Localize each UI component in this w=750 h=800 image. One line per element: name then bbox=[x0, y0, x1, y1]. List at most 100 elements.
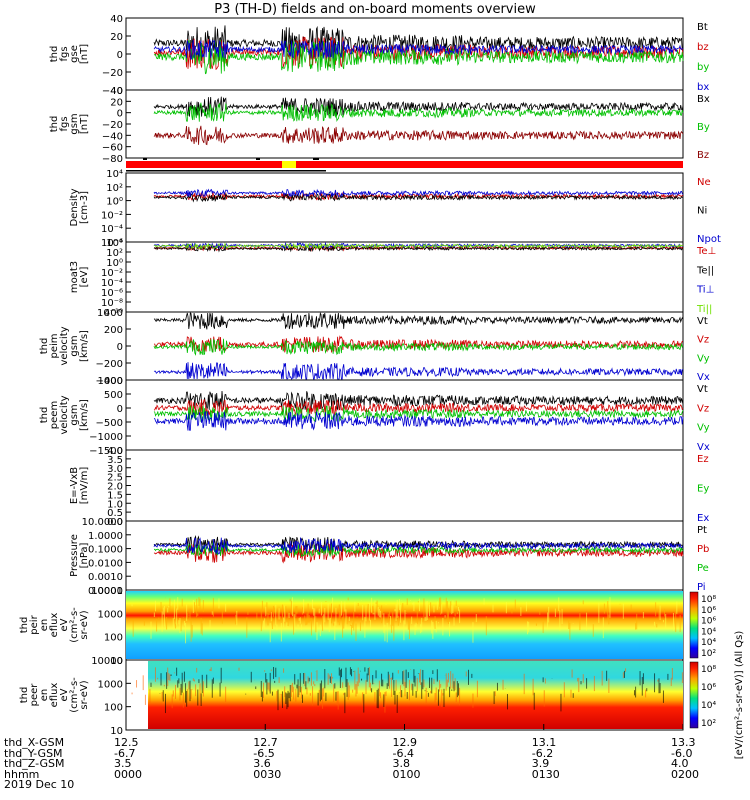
x-tick-label: 12.7 bbox=[253, 736, 278, 749]
y-tick-label: −80 bbox=[102, 154, 123, 165]
legend-item: Ne bbox=[697, 177, 711, 188]
svg-text:[nT]: [nT] bbox=[79, 114, 90, 134]
tick-row-label: thd_Y-GSM bbox=[4, 746, 63, 760]
x-tick-label: 3.8 bbox=[392, 757, 411, 770]
y-axis-label: thd peem velocity gsm [km/s] bbox=[39, 395, 90, 434]
y-tick-label: 0.0100 bbox=[88, 558, 123, 569]
series-line-Vt bbox=[153, 390, 684, 411]
legend-item: Ex bbox=[697, 513, 709, 524]
y-tick-label: 2.5 bbox=[107, 473, 123, 484]
svg-text:[km/s]: [km/s] bbox=[79, 330, 90, 362]
svg-text:gsm: gsm bbox=[69, 404, 80, 425]
legend-item: Pt bbox=[697, 525, 707, 536]
y-tick-label: 10⁻⁸ bbox=[101, 298, 123, 309]
svg-text:sr-eV): sr-eV) bbox=[79, 610, 90, 639]
legend-item: Vz bbox=[697, 335, 709, 346]
y-tick-label: 100 bbox=[104, 703, 123, 714]
y-tick-label: 10.0000 bbox=[82, 517, 123, 528]
series-line-Vy bbox=[153, 405, 684, 423]
y-axis-label: E=-VxB [mV/m] bbox=[69, 467, 90, 505]
x-tick-label: 0000 bbox=[114, 767, 142, 781]
x-tick-label: 0030 bbox=[253, 767, 282, 781]
series-line-Vz bbox=[153, 335, 684, 354]
svg-text:[nPa]: [nPa] bbox=[79, 542, 90, 568]
y-tick-label: 10⁻⁶ bbox=[101, 238, 123, 249]
svg-text:(cm²-s-: (cm²-s- bbox=[69, 677, 80, 713]
y-axis-label: thd fgs gse [nT] bbox=[49, 44, 90, 64]
svg-text:velocity: velocity bbox=[59, 326, 70, 365]
x-tick-label: 0100 bbox=[392, 767, 421, 781]
x-tick-label: -6.2 bbox=[531, 746, 554, 760]
svg-text:[km/s]: [km/s] bbox=[79, 399, 90, 431]
colorbar-tick: 10⁶ bbox=[701, 683, 716, 693]
svg-text:peem: peem bbox=[49, 401, 60, 429]
svg-text:[cm-3]: [cm-3] bbox=[79, 191, 90, 224]
svg-text:peer: peer bbox=[29, 683, 40, 707]
y-tick-label: −1500 bbox=[89, 446, 123, 457]
x-tick-label: 12.9 bbox=[392, 736, 418, 749]
y-tick-label: −400 bbox=[96, 376, 123, 387]
y-tick-label: 0.0010 bbox=[88, 572, 123, 583]
series-line-Vt bbox=[153, 312, 684, 330]
legend-item: Ti|| bbox=[696, 304, 712, 315]
svg-text:en: en bbox=[39, 689, 50, 702]
legend-item: Bt bbox=[697, 22, 708, 33]
y-tick-label: 4.0 bbox=[107, 446, 123, 457]
colorbar bbox=[689, 661, 699, 729]
svg-text:[eV]: [eV] bbox=[79, 267, 90, 288]
tick-row: thd_X-GSM bbox=[4, 736, 65, 749]
tick-row: thd_Y-GSM bbox=[4, 746, 63, 760]
x-tick-label: -6.5 bbox=[253, 746, 275, 760]
colorbar-tick: 10⁸ bbox=[701, 595, 716, 605]
legend-item: Vx bbox=[697, 372, 710, 383]
legend-item: Npot bbox=[697, 234, 721, 245]
date-label: 2019 Dec 10 bbox=[4, 778, 75, 791]
tick-row-label: thd_Z-GSM bbox=[4, 757, 65, 770]
legend-item: Vy bbox=[697, 353, 710, 364]
y-tick-label: 10⁻¹⁰ bbox=[97, 308, 123, 319]
svg-text:sr-eV): sr-eV) bbox=[79, 680, 90, 709]
y-tick-label: 20 bbox=[110, 97, 123, 108]
svg-text:gse: gse bbox=[69, 45, 80, 63]
y-tick-label: 100 bbox=[104, 633, 123, 644]
y-tick-label: 1000 bbox=[98, 679, 123, 690]
y-tick-label: 500 bbox=[104, 390, 123, 401]
y-tick-label: −20 bbox=[102, 120, 123, 131]
colorbar-tick: 10⁸ bbox=[701, 665, 716, 675]
series-line-Ti|| bbox=[153, 242, 684, 250]
svg-text:gsm: gsm bbox=[69, 335, 80, 356]
legend-item: Vt bbox=[697, 316, 708, 327]
y-tick-label: 10⁰ bbox=[106, 197, 123, 208]
legend-item: bx bbox=[697, 82, 709, 93]
y-tick-label: 10⁴ bbox=[106, 169, 123, 180]
panel-4: 400 200 0 −200 −400 thd peim velocity gsm [km/s] V… bbox=[39, 308, 710, 387]
y-axis-label: thd peer en eflux eV (cm²-s-sr-eV) bbox=[19, 677, 90, 713]
y-axis-label: Pressure [nPa] bbox=[69, 534, 90, 577]
svg-text:fgs: fgs bbox=[59, 46, 70, 61]
colorbar bbox=[689, 591, 699, 659]
legend-item: By bbox=[697, 122, 710, 133]
panel-6: 4.03.53.02.52.01.51.00.50.0E=-VxB [mV/m]E… bbox=[69, 446, 709, 528]
colorbar-tick: 10⁴ bbox=[701, 638, 716, 648]
svg-text:peir: peir bbox=[29, 614, 40, 634]
y-tick-label: 0 bbox=[117, 342, 123, 353]
tick-row-label: hhmm bbox=[4, 767, 40, 781]
legend-item: Ez bbox=[697, 454, 709, 465]
legend-item: Pb bbox=[697, 544, 709, 555]
mode-flag-bar bbox=[126, 161, 683, 168]
series-line-Bt bbox=[153, 25, 684, 62]
svg-text:thd: thd bbox=[39, 407, 50, 424]
legend-item: Vx bbox=[697, 442, 710, 453]
svg-text:en: en bbox=[39, 619, 50, 632]
x-tick-label: 0130 bbox=[531, 767, 560, 781]
panel-7: 10.0000 1.0000 0.1000 0.0100 0.0010 0.0001 Pre… bbox=[69, 517, 709, 597]
tick-row: thd_Z-GSM bbox=[4, 757, 65, 770]
tick-row-label: thd_X-GSM bbox=[4, 736, 65, 749]
y-tick-label: 10000 bbox=[91, 656, 123, 667]
svg-text:eflux: eflux bbox=[49, 683, 60, 708]
svg-text:thd: thd bbox=[39, 338, 50, 355]
y-tick-label: 10⁻⁴ bbox=[101, 224, 123, 235]
colorbar-tick: 10² bbox=[701, 719, 716, 729]
